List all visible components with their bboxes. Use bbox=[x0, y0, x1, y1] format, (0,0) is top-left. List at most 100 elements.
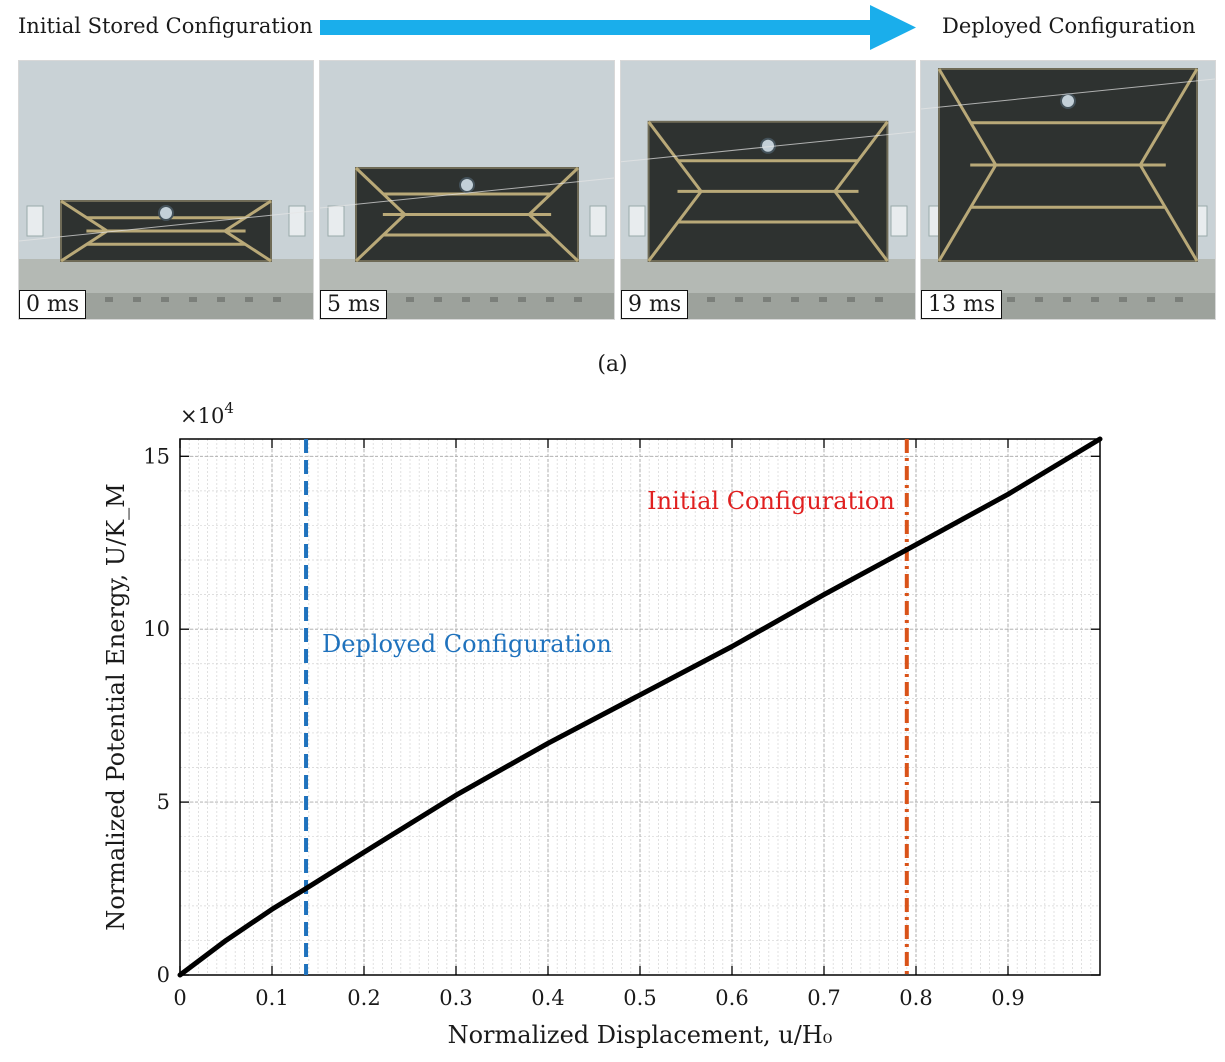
platform-hole bbox=[1063, 297, 1071, 302]
fold-line bbox=[937, 68, 998, 166]
stored-configuration-label: Initial Stored Configuration bbox=[18, 14, 313, 38]
data-point bbox=[821, 592, 827, 597]
frame-13ms: 13 ms bbox=[920, 60, 1216, 320]
x-tick-label: 0.3 bbox=[439, 986, 472, 1010]
fold-line bbox=[1138, 68, 1199, 166]
time-arrow-icon bbox=[320, 5, 916, 50]
platform-hole bbox=[245, 297, 253, 302]
x-tick-label: 0.7 bbox=[807, 986, 840, 1010]
fold-line bbox=[833, 120, 889, 193]
deployment-frame-illustration bbox=[921, 61, 1215, 319]
data-point bbox=[1097, 436, 1103, 442]
data-point bbox=[545, 741, 551, 746]
frame-time-label: 5 ms bbox=[320, 290, 388, 319]
data-point bbox=[729, 644, 735, 649]
data-point bbox=[637, 692, 643, 698]
string bbox=[320, 177, 614, 209]
data-point bbox=[303, 886, 309, 891]
platform-hole bbox=[1147, 297, 1155, 302]
string bbox=[921, 78, 1215, 110]
fold-line bbox=[1138, 164, 1199, 262]
frame-0ms: 0 ms bbox=[18, 60, 314, 320]
y-tick-label: 15 bbox=[143, 444, 170, 468]
data-point bbox=[269, 907, 275, 912]
x-tick-label: 0.1 bbox=[255, 986, 288, 1010]
platform-hole bbox=[105, 297, 113, 302]
platform-hole bbox=[574, 297, 582, 302]
y-multiplier-exponent: 4 bbox=[224, 399, 234, 417]
platform-hole bbox=[847, 297, 855, 302]
deployed-configuration-label: Deployed Configuration bbox=[942, 14, 1196, 38]
y-multiplier-label: ×104 bbox=[180, 399, 234, 428]
series-layer bbox=[177, 436, 1103, 978]
x-tick-label: 0.8 bbox=[899, 986, 932, 1010]
fold-line bbox=[223, 229, 272, 263]
platform-hole bbox=[434, 297, 442, 302]
y-tick-label: 0 bbox=[157, 963, 170, 987]
fold-line bbox=[528, 213, 580, 263]
fold-line bbox=[833, 190, 889, 262]
platform-hole bbox=[133, 297, 141, 302]
x-tick-label: 0.4 bbox=[531, 986, 564, 1010]
bolt bbox=[158, 205, 174, 221]
bolt bbox=[1060, 93, 1076, 109]
fold-line bbox=[60, 229, 109, 263]
data-point bbox=[223, 938, 229, 943]
reference-lines bbox=[304, 439, 909, 975]
platform-hole bbox=[1119, 297, 1127, 302]
tick-labels: 0 0.1 0.2 0.3 0.4 0.5 0.6 0.7 0.8 0.9 0 5 10 15 bbox=[143, 444, 1024, 1010]
platform-hole bbox=[707, 297, 715, 302]
platform-hole bbox=[875, 297, 883, 302]
bracket bbox=[589, 205, 607, 237]
platform-hole bbox=[406, 297, 414, 302]
platform-hole bbox=[161, 297, 169, 302]
platform-hole bbox=[1175, 297, 1183, 302]
data-point bbox=[361, 850, 367, 855]
platform-hole bbox=[518, 297, 526, 302]
deployment-frame-illustration bbox=[320, 61, 614, 319]
string bbox=[621, 131, 915, 163]
frame-time-label: 0 ms bbox=[19, 290, 87, 319]
x-axis-label: Normalized Displacement, u/H₀ bbox=[448, 1021, 833, 1049]
platform-hole bbox=[217, 297, 225, 302]
frame-5ms: 5 ms bbox=[319, 60, 615, 320]
fold-line bbox=[647, 190, 703, 262]
platform-hole bbox=[1007, 297, 1015, 302]
data-point bbox=[904, 547, 909, 552]
data-point bbox=[177, 972, 183, 978]
x-tick-label: 0.9 bbox=[991, 986, 1024, 1010]
fold-line bbox=[354, 213, 406, 263]
reference-labels: Deployed Configuration Initial Configurat… bbox=[322, 487, 895, 658]
y-axis-label: Normalized Potential Energy, U/K_M bbox=[102, 483, 130, 931]
string bbox=[19, 210, 313, 242]
platform-hole bbox=[735, 297, 743, 302]
bracket bbox=[327, 205, 345, 237]
data-point bbox=[1005, 492, 1011, 497]
y-tick-label: 5 bbox=[157, 790, 170, 814]
energy-chart: 0 0.1 0.2 0.3 0.4 0.5 0.6 0.7 0.8 0.9 0 5 10 15 Deplo… bbox=[102, 399, 1103, 1049]
minor-gridlines bbox=[179, 439, 1101, 976]
platform-hole bbox=[189, 297, 197, 302]
fold-line bbox=[354, 166, 406, 216]
platform-hole bbox=[819, 297, 827, 302]
subfigure-caption: (a) bbox=[597, 352, 628, 377]
deployed-configuration-marker-label: Deployed Configuration bbox=[322, 630, 612, 658]
fold-line bbox=[60, 199, 109, 233]
fold-line bbox=[528, 166, 580, 216]
platform-hole bbox=[1091, 297, 1099, 302]
initial-configuration-marker-label: Initial Configuration bbox=[647, 487, 895, 515]
bolt bbox=[459, 177, 475, 193]
y-tick-label: 10 bbox=[143, 617, 170, 641]
x-tick-label: 0.2 bbox=[347, 986, 380, 1010]
bracket bbox=[628, 205, 646, 237]
platform-hole bbox=[490, 297, 498, 302]
tick-marks bbox=[179, 439, 1100, 976]
deployment-frame-illustration bbox=[621, 61, 915, 319]
platform-hole bbox=[546, 297, 554, 302]
bracket bbox=[26, 205, 44, 237]
fold-line bbox=[937, 164, 998, 262]
data-point bbox=[453, 792, 459, 798]
bracket bbox=[288, 205, 306, 237]
frame-time-label: 9 ms bbox=[621, 290, 689, 319]
platform-hole bbox=[273, 297, 281, 302]
